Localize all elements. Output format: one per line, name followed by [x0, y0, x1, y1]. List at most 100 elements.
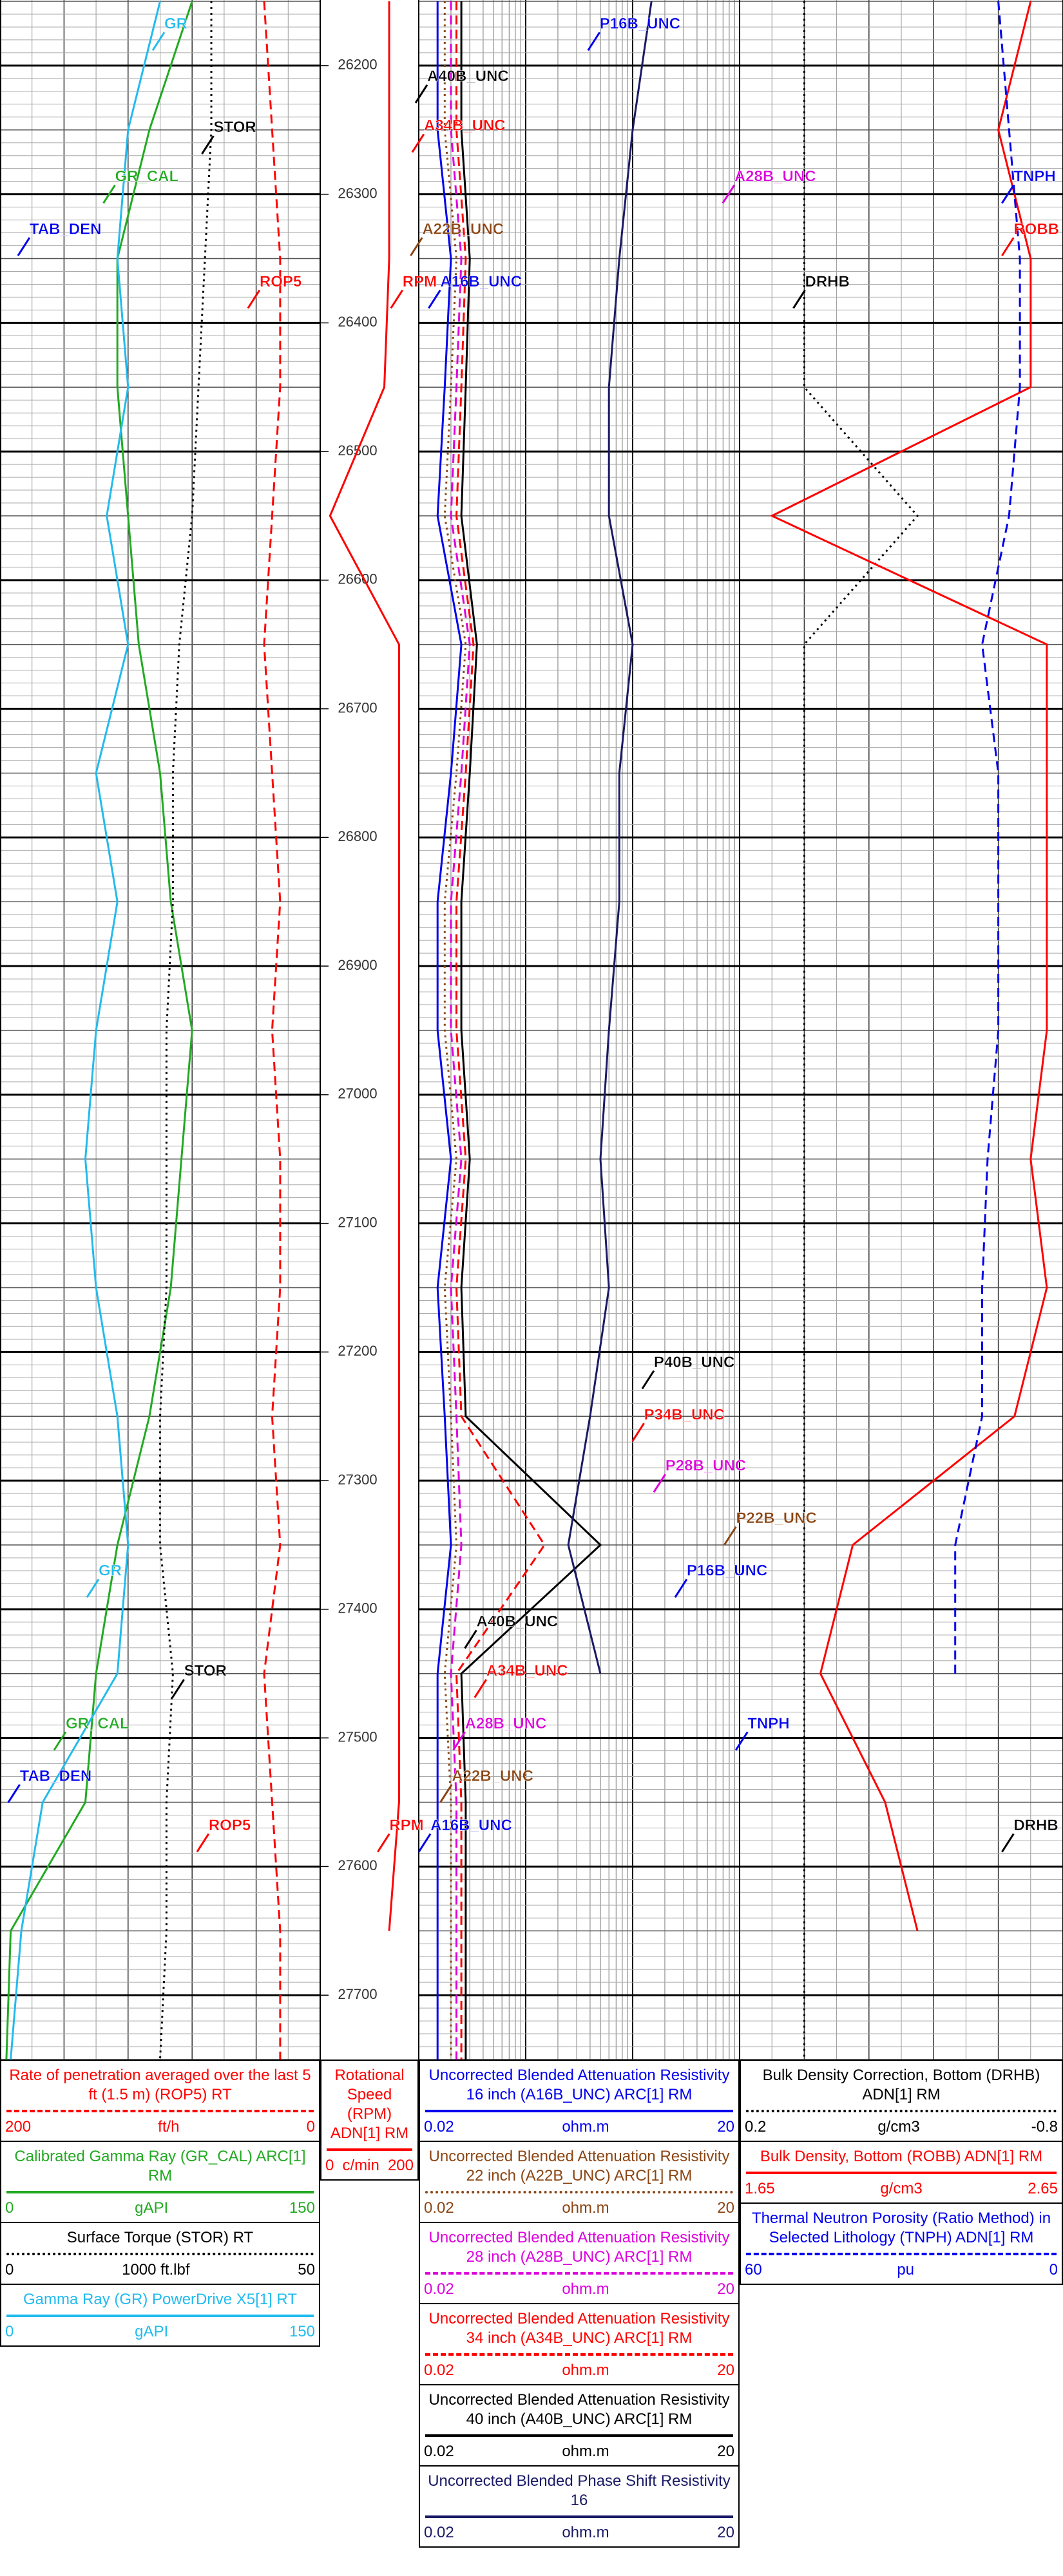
scale-right: 0: [1049, 2261, 1058, 2278]
legend-name: Calibrated Gamma Ray (GR_CAL) ARC[1] RM: [14, 2148, 306, 2184]
annotation-label: TNPH: [1013, 168, 1055, 185]
scale-left: 0.02: [424, 2118, 454, 2136]
curve-annotation: STOR: [171, 1662, 227, 1698]
annotation-arrow: [452, 1731, 466, 1751]
curve-annotation: GR_CAL: [53, 1715, 129, 1751]
annotation-arrow: [377, 1833, 390, 1853]
legend-track-1: Rate of penetration averaged over the la…: [0, 2061, 320, 2576]
legend-entry: Bulk Density, Bottom (ROBB) ADN[1] RM 1.6…: [740, 2142, 1063, 2204]
depth-label: 27200: [338, 1343, 377, 1359]
scale-left: 0: [5, 2323, 14, 2340]
curve-annotation: DRHB: [1001, 1817, 1058, 1853]
annotation-arrow: [641, 1370, 655, 1390]
log-curve: [803, 1, 919, 2060]
curve-annotation: STOR: [201, 118, 256, 155]
annotation-arrow: [414, 84, 428, 104]
annotation-label: ROBB: [1013, 220, 1059, 238]
annotation-label: DRHB: [805, 273, 850, 290]
curve-annotation: RPM: [377, 1817, 424, 1853]
annotation-arrow: [247, 289, 261, 309]
scale-unit: pu: [897, 2261, 915, 2278]
log-curve: [567, 1, 653, 1674]
curve-annotation: A28B_UNC: [722, 167, 816, 204]
annotation-label: P22B_UNC: [736, 1510, 816, 1527]
legend-entry: Rate of penetration averaged over the la…: [0, 2061, 320, 2142]
scale-right: 0: [306, 2118, 315, 2136]
annotation-label: TNPH: [747, 1715, 789, 1732]
scale-left: 1.65: [745, 2180, 775, 2197]
legend-scale: 0 gAPI 150: [5, 2199, 315, 2218]
curve-annotation: A22B_UNC: [439, 1767, 533, 1803]
scale-unit: 1000 ft.lbf: [122, 2261, 190, 2278]
curve-annotation: A22B_UNC: [410, 220, 504, 256]
scale-left: 0.02: [424, 2524, 454, 2541]
well-log: 2620026300264002650026600267002680026900…: [0, 0, 1063, 2061]
scale-left: 0: [325, 2157, 334, 2174]
scale-right: 20: [717, 2199, 734, 2217]
scale-left: 0.2: [745, 2118, 767, 2136]
annotation-label: A28B_UNC: [734, 168, 816, 185]
scale-right: 2.65: [1028, 2180, 1058, 2197]
scale-left: 60: [745, 2261, 762, 2278]
scale-right: -0.8: [1031, 2118, 1058, 2136]
scale-right: 20: [717, 2118, 734, 2136]
legend-name: Bulk Density Correction, Bottom (DRHB) A…: [762, 2067, 1040, 2103]
depth-label: 26700: [338, 699, 377, 715]
annotation-arrow: [171, 1679, 185, 1698]
curve-annotation: A40B_UNC: [414, 68, 509, 104]
depth-label: 27300: [338, 1472, 377, 1488]
annotation-label: STOR: [184, 1662, 227, 1680]
annotation-label: GR: [164, 15, 187, 33]
legend-entry: Uncorrected Blended Attenuation Resistiv…: [419, 2304, 740, 2385]
depth-label: 27100: [338, 1214, 377, 1230]
annotation-arrow: [653, 1473, 667, 1493]
depth-label: 27700: [338, 1986, 377, 2002]
annotation-label: RPM: [389, 1817, 423, 1834]
legend-entry: Uncorrected Blended Attenuation Resistiv…: [419, 2385, 740, 2467]
legend-entry: Uncorrected Blended Attenuation Resistiv…: [419, 2142, 740, 2223]
scale-unit: c/min: [342, 2157, 379, 2174]
annotation-arrow: [411, 133, 425, 153]
annotation-arrow: [723, 1526, 737, 1546]
legend-scale: 0 gAPI 150: [5, 2322, 315, 2342]
annotation-label: P34B_UNC: [644, 1406, 725, 1423]
log-curve: [455, 1, 546, 2060]
annotation-arrow: [792, 289, 806, 309]
scale-left: 0.02: [424, 2443, 454, 2460]
legend-line: [6, 2253, 314, 2255]
curve-annotation: A34B_UNC: [411, 117, 506, 153]
curve-annotation: P40B_UNC: [641, 1354, 735, 1390]
legend-entry: Calibrated Gamma Ray (GR_CAL) ARC[1] RM 0…: [0, 2142, 320, 2223]
curve-annotation: P28B_UNC: [653, 1457, 746, 1493]
curve-annotation: P16B_UNC: [674, 1562, 768, 1598]
legend-line: [425, 2272, 733, 2275]
curve-annotation: A16B_UNC: [417, 1817, 512, 1853]
annotation-label: A40B_UNC: [427, 68, 509, 85]
legend-scale: 1.65 g/cm3 2.65: [745, 2179, 1058, 2199]
legend-track-2: Rotational Speed (RPM) ADN[1] RM 0 c/min 20…: [320, 2061, 419, 2576]
annotation-arrow: [464, 1629, 477, 1649]
scale-unit: ft/h: [158, 2118, 180, 2136]
legend-track-3: Uncorrected Blended Attenuation Resistiv…: [419, 2061, 740, 2576]
log-curve: [450, 1, 471, 2060]
curve-annotation: ROP5: [247, 273, 302, 309]
legend-scale: 60 pu 0: [745, 2260, 1058, 2280]
annotation-label: RPM: [403, 273, 437, 290]
annotation-arrow: [631, 1423, 645, 1442]
legend-line: [6, 2191, 314, 2193]
curve-annotation: P16B_UNC: [587, 15, 680, 52]
legend-line: [6, 2110, 314, 2112]
legend-scale: 0.02 ohm.m 20: [424, 2361, 734, 2380]
annotation-label: A22B_UNC: [452, 1767, 533, 1785]
annotation-label: TAB_DEN: [30, 220, 102, 238]
annotation-label: A40B_UNC: [477, 1613, 559, 1631]
annotation-arrow: [151, 32, 166, 52]
legend-name: Uncorrected Blended Attenuation Resistiv…: [428, 2391, 730, 2428]
annotation-arrow: [201, 135, 215, 155]
legend-entry: Uncorrected Blended Phase Shift Resistiv…: [419, 2467, 740, 2548]
legend-name: Uncorrected Blended Attenuation Resistiv…: [428, 2148, 730, 2184]
annotation-arrow: [102, 184, 116, 204]
curve-annotation: A34B_UNC: [474, 1662, 568, 1698]
annotation-arrow: [196, 1833, 210, 1853]
curve-annotation: DRHB: [792, 273, 850, 309]
